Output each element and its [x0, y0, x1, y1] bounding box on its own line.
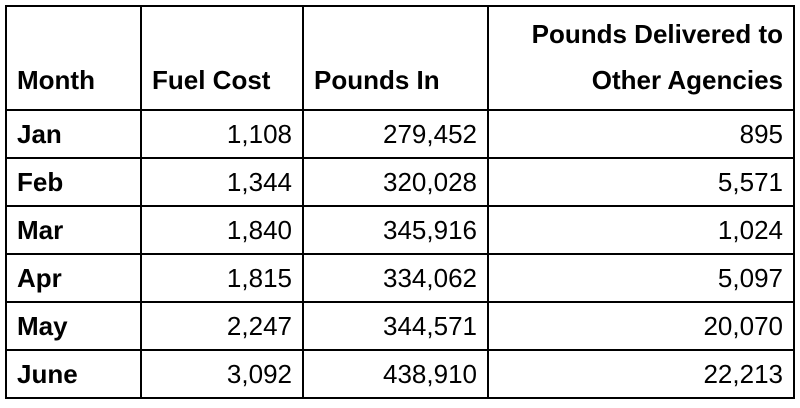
table-row: Feb 1,344 320,028 5,571	[5, 157, 795, 207]
value-cell: 3,092	[140, 349, 304, 399]
column-header: Pounds Delivered to Other Agencies	[487, 5, 795, 111]
value-cell: 22,213	[487, 349, 795, 399]
month-cell: June	[5, 349, 142, 399]
column-header: Fuel Cost	[140, 5, 304, 111]
table-row: May 2,247 344,571 20,070	[5, 301, 795, 351]
month-cell: Mar	[5, 205, 142, 255]
table-row: Jan 1,108 279,452 895	[5, 109, 795, 159]
value-cell: 1,840	[140, 205, 304, 255]
table-row: June 3,092 438,910 22,213	[5, 349, 795, 399]
value-cell: 279,452	[302, 109, 489, 159]
table-row: Apr 1,815 334,062 5,097	[5, 253, 795, 303]
month-cell: Feb	[5, 157, 142, 207]
value-cell: 1,024	[487, 205, 795, 255]
table-body: Jan 1,108 279,452 895 Feb 1,344 320,028 5,571 Ma…	[5, 109, 795, 399]
column-header: Month	[5, 5, 142, 111]
value-cell: 1,815	[140, 253, 304, 303]
value-cell: 895	[487, 109, 795, 159]
value-cell: 5,097	[487, 253, 795, 303]
month-cell: Apr	[5, 253, 142, 303]
data-table: Month Fuel Cost Pounds In Pounds Delivered …	[5, 5, 795, 399]
value-cell: 20,070	[487, 301, 795, 351]
header-row: Month Fuel Cost Pounds In Pounds Delivered …	[5, 5, 795, 111]
value-cell: 344,571	[302, 301, 489, 351]
value-cell: 1,344	[140, 157, 304, 207]
value-cell: 1,108	[140, 109, 304, 159]
value-cell: 320,028	[302, 157, 489, 207]
table-row: Mar 1,840 345,916 1,024	[5, 205, 795, 255]
value-cell: 345,916	[302, 205, 489, 255]
value-cell: 438,910	[302, 349, 489, 399]
month-cell: Jan	[5, 109, 142, 159]
month-cell: May	[5, 301, 142, 351]
value-cell: 2,247	[140, 301, 304, 351]
value-cell: 5,571	[487, 157, 795, 207]
column-header: Pounds In	[302, 5, 489, 111]
value-cell: 334,062	[302, 253, 489, 303]
